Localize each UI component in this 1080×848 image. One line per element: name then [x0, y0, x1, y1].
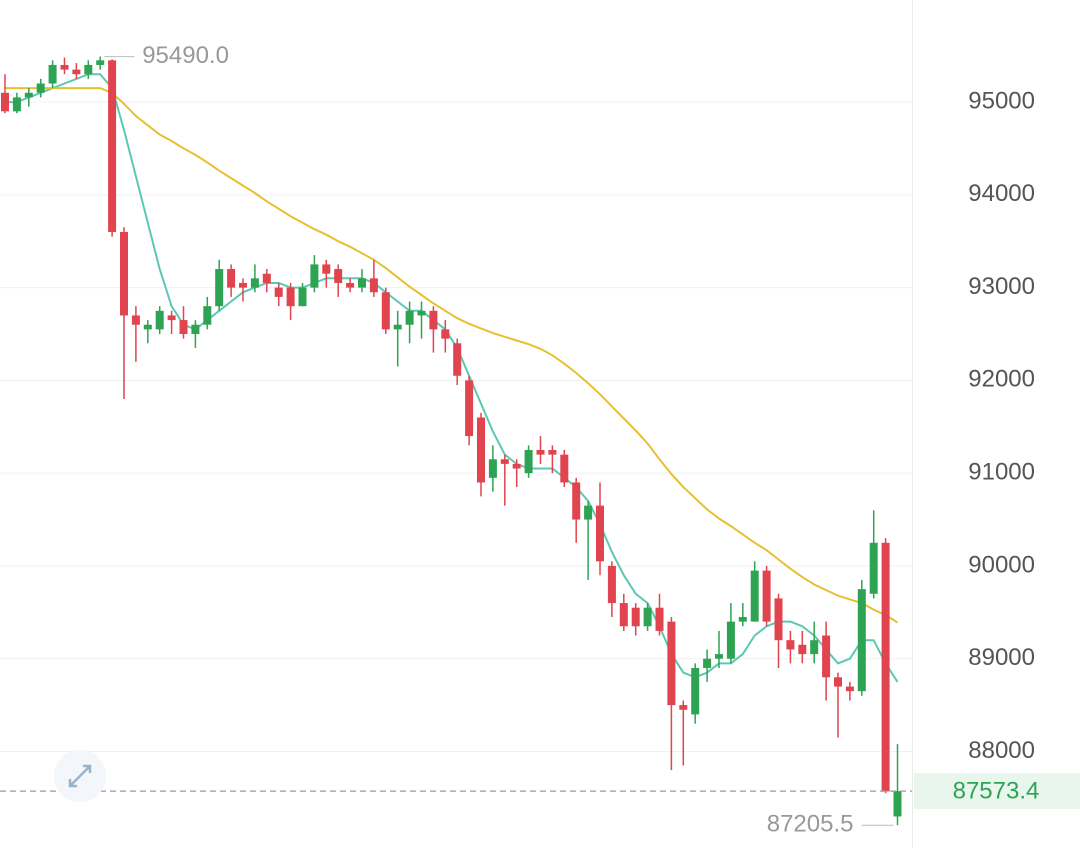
candle-body [203, 306, 212, 325]
ma-lines [5, 73, 899, 683]
candle-body [738, 616, 747, 622]
candle-body [239, 282, 247, 288]
candle-body [596, 505, 604, 562]
y-tick-label: 89000 [968, 644, 1035, 671]
candle-body [167, 315, 176, 321]
ma-line [5, 87, 899, 624]
candle-body [250, 278, 259, 288]
candle-body [536, 449, 545, 455]
candle-body [810, 640, 819, 655]
candle-body [857, 589, 866, 692]
candle-body [298, 287, 307, 307]
y-tick-label: 93000 [968, 273, 1035, 300]
candle-body [822, 635, 831, 678]
candle-body [631, 607, 640, 627]
candle-body [215, 269, 224, 307]
candle-body [441, 329, 450, 339]
candle-body [120, 231, 128, 316]
y-tick-label: 88000 [968, 737, 1035, 764]
candle-body [131, 315, 140, 325]
candle-body [643, 607, 652, 627]
last-price-label: 87573.4 [953, 777, 1040, 804]
candle-body [227, 269, 236, 288]
candle-body [155, 310, 164, 330]
candle-body [286, 287, 295, 307]
candle-body [358, 278, 366, 288]
candle-body [12, 97, 21, 112]
candle-body [24, 92, 33, 98]
grid [0, 101, 912, 753]
last-price-box [914, 773, 1080, 810]
candle-body [500, 459, 509, 464]
candle-body [488, 459, 497, 478]
candle-body [465, 380, 474, 437]
candle-body [762, 570, 771, 622]
candle-body [453, 343, 462, 376]
y-tick-label: 92000 [968, 366, 1035, 393]
candle-body [869, 542, 878, 594]
candle-body [262, 273, 271, 283]
candle-body [322, 264, 331, 274]
candle-body [48, 64, 57, 84]
candle-body [679, 705, 688, 710]
candle-body [334, 269, 343, 283]
candle-body [72, 69, 81, 75]
candle-body [774, 598, 783, 641]
candle-body [572, 482, 581, 520]
candle-body [274, 287, 283, 297]
candle-body [60, 64, 69, 70]
candle-body [560, 454, 569, 483]
candle-body [524, 449, 533, 474]
ma-line [5, 73, 899, 683]
candle-body [108, 60, 117, 232]
y-tick-label: 90000 [968, 551, 1035, 578]
y-tick-label: 91000 [968, 459, 1035, 486]
candle-body [381, 292, 390, 330]
high-label: 95490.0 [142, 42, 229, 69]
candles [1, 56, 902, 826]
candle-body [512, 463, 521, 469]
candle-body [191, 324, 200, 335]
candle-body [726, 621, 735, 659]
candle-body [36, 83, 45, 93]
candle-body [143, 324, 152, 330]
candle-body [584, 505, 593, 520]
y-tick-label: 95000 [968, 87, 1035, 114]
candle-body [834, 677, 842, 687]
expand-icon[interactable] [54, 750, 106, 802]
candle-body [477, 417, 485, 483]
candle-body [607, 565, 616, 604]
candle-body [548, 449, 557, 455]
candle-body [845, 686, 854, 692]
candle-body [786, 640, 795, 650]
candle-body [691, 668, 700, 715]
candle-body [393, 324, 402, 330]
candle-body [84, 64, 93, 75]
candle-body [750, 570, 759, 622]
candle-body [667, 621, 676, 706]
candle-body [179, 320, 188, 335]
labels: 88000 89000 90000 91000 92000 93000 94000 95000… [0, 42, 1080, 838]
candle-body [405, 310, 414, 325]
candle-body [429, 310, 438, 330]
candle-body [310, 264, 319, 288]
candle-body [715, 654, 723, 659]
candle-body [798, 644, 807, 655]
candle-body [96, 60, 105, 65]
candle-body [1, 92, 9, 112]
low-label: 87205.5 [767, 811, 854, 838]
candle-body [655, 607, 664, 631]
candle-body [346, 282, 355, 288]
candle-body [417, 310, 426, 316]
candle-body [703, 658, 712, 669]
candle-body [369, 278, 378, 293]
candle-body [893, 791, 902, 817]
candle-body [881, 542, 890, 792]
candle-body [619, 603, 628, 627]
y-tick-label: 94000 [968, 180, 1035, 207]
